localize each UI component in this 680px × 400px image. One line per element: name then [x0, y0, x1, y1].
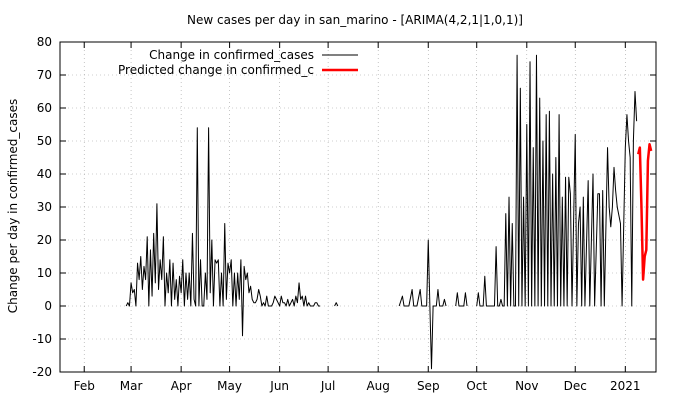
y-tick-label: 0 [44, 299, 52, 313]
y-tick-label: -20 [32, 365, 52, 379]
axes: -20 -10 0 10 20 30 40 50 60 70 80 Feb Mar Apr May Jun Ju… [32, 35, 657, 393]
chart-title: New cases per day in san_marino - [ARIMA… [187, 13, 523, 27]
plot-frame [59, 41, 657, 373]
x-tick-label: Dec [564, 379, 587, 393]
x-tick-label: May [217, 379, 242, 393]
x-tick-label: Feb [74, 379, 95, 393]
series-confirmed-line [125, 127, 321, 337]
series-confirmed-line [398, 239, 447, 370]
x-tick-label: Nov [515, 379, 538, 393]
y-tick-label: 70 [37, 68, 52, 82]
x-tick-label: Oct [466, 379, 487, 393]
y-tick-label: 10 [37, 266, 52, 280]
y-tick-label: 60 [37, 101, 52, 115]
y-tick-label: 40 [37, 167, 52, 181]
series-layer [125, 54, 653, 370]
y-tick-label: 20 [37, 233, 52, 247]
series-confirmed-line [476, 54, 638, 307]
y-tick-label: 80 [37, 35, 52, 49]
series-confirmed-line [455, 292, 468, 307]
series-predicted-line [637, 143, 653, 281]
x-tick-label: Sep [417, 379, 440, 393]
x-tick-label: Jul [320, 379, 335, 393]
x-tick-label: Apr [171, 379, 192, 393]
x-tick-label: 2021 [610, 379, 641, 393]
y-tick-label: 50 [37, 134, 52, 148]
x-tick-label: Aug [366, 379, 389, 393]
legend-label: Predicted change in confirmed_c [118, 63, 314, 77]
x-tick-label: Mar [120, 379, 143, 393]
y-tick-label: -10 [32, 332, 52, 346]
x-tick-label: Jun [269, 379, 289, 393]
series-confirmed-line [334, 302, 339, 307]
legend-label: Change in confirmed_cases [149, 48, 314, 62]
y-tick-label: 30 [37, 200, 52, 214]
grid-lines [60, 42, 656, 372]
y-axis-label: Change per day in confirmed_cases [6, 99, 20, 314]
